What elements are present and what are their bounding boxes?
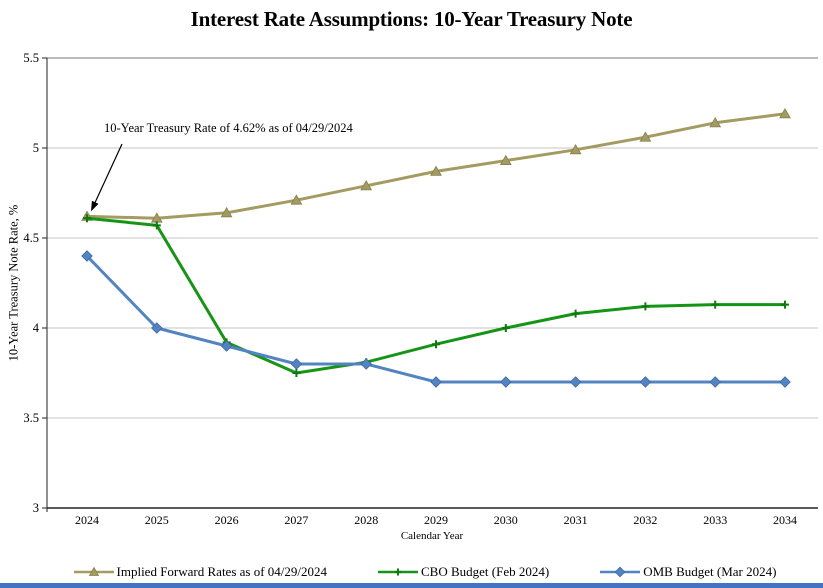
marker-plus: [292, 369, 301, 377]
series-line: [85, 216, 787, 375]
legend-item-cbo-budget: CBO Budget (Feb 2024): [377, 564, 549, 580]
marker-triangle: [499, 154, 512, 165]
marker-plus: [501, 324, 510, 332]
x-tick-label: 2032: [633, 513, 657, 527]
x-axis-title: Calendar Year: [400, 530, 464, 542]
marker-triangle: [290, 194, 303, 205]
y-tick-label: 4.5: [23, 231, 39, 245]
marker-diamond: [779, 376, 791, 388]
series-line: [85, 254, 787, 384]
series-cbo-budget-feb-2024: [83, 214, 789, 377]
marker-plus: [83, 214, 91, 223]
marker-diamond: [360, 358, 372, 370]
legend-label-cbo-budget: CBO Budget (Feb 2024): [421, 564, 550, 579]
legend-item-implied-forward: Implied Forward Rates as of 04/29/2024: [73, 564, 328, 580]
marker-diamond: [151, 322, 163, 334]
y-tick-label: 3: [33, 501, 39, 515]
x-tick-label: 2025: [145, 513, 169, 527]
marker-plus: [641, 302, 650, 311]
x-tick-label: 2027: [284, 513, 308, 527]
x-tick-label: 2033: [703, 513, 727, 527]
marker-triangle: [220, 207, 233, 218]
annotation-arrowhead: [91, 200, 99, 212]
legend: Implied Forward Rates as of 04/29/2024 C…: [0, 560, 823, 584]
legend-label-implied-forward: Implied Forward Rates as of 04/29/2024: [116, 564, 328, 579]
x-tick-label: 2030: [494, 513, 518, 527]
x-tick-label: 2031: [564, 513, 588, 527]
y-tick-label: 5.5: [23, 51, 39, 65]
plot-area: 3 3.5 4 4.5 5 5.5 2024 2025 2026 2027 2028 2029 2030…: [23, 51, 818, 527]
marker-plus: [781, 300, 789, 309]
y-axis-title: 10-Year Treasury Note Rate, %: [6, 204, 21, 362]
y-tick-label: 5: [33, 141, 39, 155]
marker-diamond: [569, 376, 582, 388]
marker-diamond: [709, 376, 721, 388]
x-tick-label: 2024: [75, 513, 99, 527]
marker-triangle: [569, 144, 582, 155]
marker-triangle: [709, 117, 722, 128]
annotation-label: 10-Year Treasury Rate of 4.62% as of 04/…: [104, 121, 353, 135]
y-tick-label: 4: [33, 321, 40, 335]
y-tick-label: 3.5: [23, 411, 39, 425]
legend-item-omb-budget: OMB Budget (Mar 2024): [599, 564, 776, 580]
marker-triangle: [639, 131, 652, 142]
series-omb-budget-mar-2024: [81, 250, 791, 388]
marker-diamond: [500, 376, 512, 388]
marker-plus: [432, 340, 440, 349]
x-tick-label: 2034: [773, 513, 797, 527]
marker-plus: [711, 300, 720, 309]
marker-triangle: [360, 180, 373, 191]
marker-plus: [571, 309, 580, 318]
x-tick-label: 2029: [424, 513, 448, 527]
marker-diamond: [81, 250, 93, 262]
marker-diamond: [639, 376, 652, 388]
marker-plus: [152, 221, 161, 230]
marker-diamond: [220, 340, 233, 352]
chart-title: Interest Rate Assumptions: 10-Year Treas…: [190, 7, 633, 31]
annotation-arrow-line: [93, 143, 123, 206]
marker-diamond: [290, 358, 303, 370]
bottom-accent-bar: [0, 583, 823, 588]
x-tick-label: 2028: [354, 513, 378, 527]
marker-diamond: [430, 376, 442, 388]
legend-swatch-cbo-budget: [378, 568, 419, 576]
legend-swatch-omb-budget: [600, 566, 641, 578]
legend-swatch-implied-forward: [73, 566, 114, 576]
legend-label-omb-budget: OMB Budget (Mar 2024): [643, 564, 777, 579]
marker-triangle: [779, 108, 791, 119]
marker-triangle: [430, 165, 442, 176]
x-tick-label: 2026: [215, 513, 239, 527]
